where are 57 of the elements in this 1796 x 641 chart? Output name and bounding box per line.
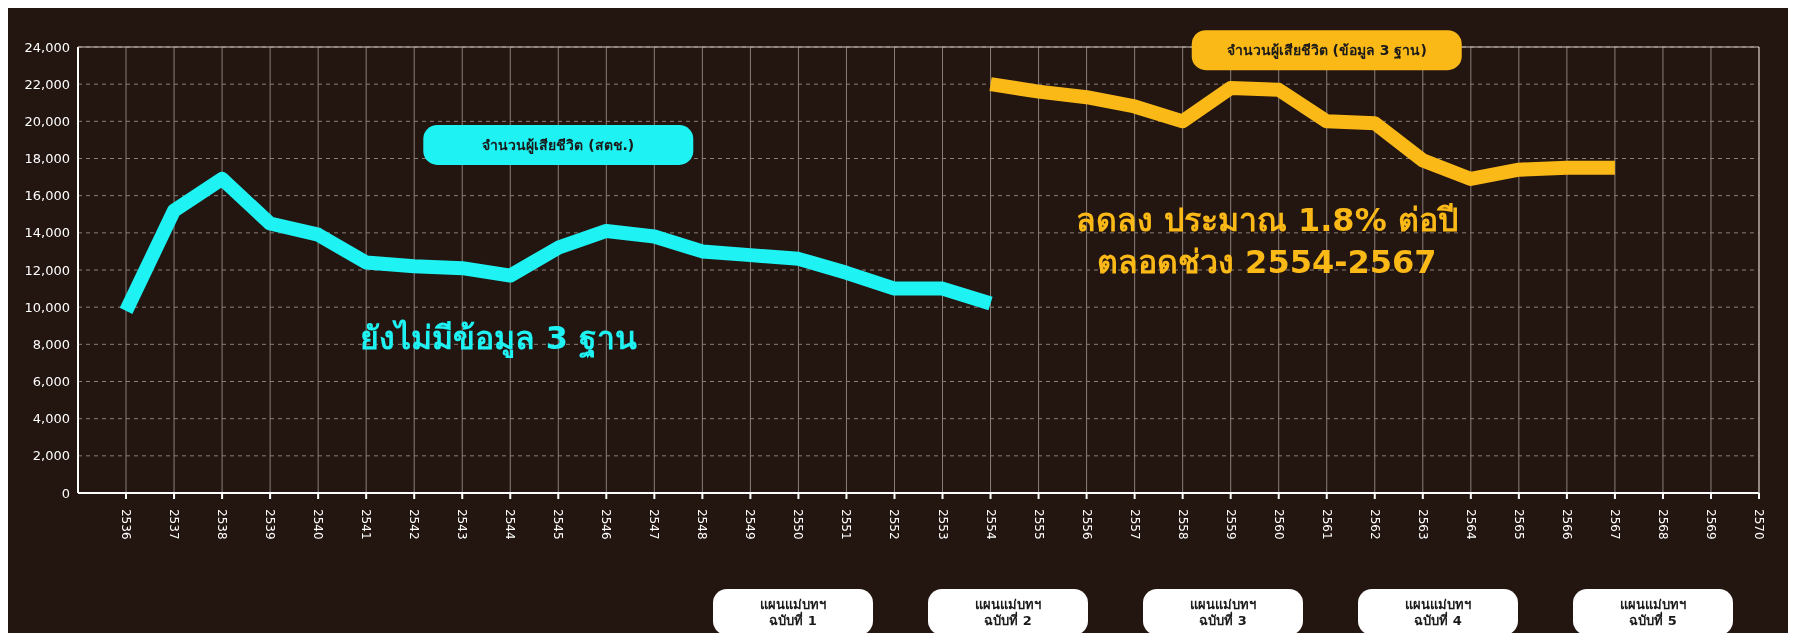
y-tick-label: 12,000 (24, 262, 70, 278)
x-tick-label: 2566 (1559, 509, 1574, 540)
x-tick-label: 2558 (1175, 509, 1190, 540)
x-tick-label: 2543 (455, 509, 470, 540)
y-tick-label: 10,000 (24, 299, 70, 315)
x-tick-label: 2557 (1127, 509, 1142, 540)
x-tick-label: 2559 (1223, 509, 1238, 540)
y-tick-label: 20,000 (24, 113, 70, 129)
x-tick-label: 2570 (1752, 509, 1766, 540)
x-tick-label: 2567 (1607, 509, 1622, 540)
x-tick-label: 2560 (1271, 509, 1286, 540)
x-tick-label: 2549 (743, 509, 758, 540)
y-tick-label: 16,000 (24, 188, 70, 204)
x-tick-label: 2565 (1511, 509, 1526, 540)
annotation: ลดลง ประมาณ 1.8% ต่อปี ตลอดช่วง 2554-2567 (1075, 201, 1458, 282)
x-tick-label: 2564 (1463, 509, 1478, 540)
x-tick-label: 2545 (551, 509, 566, 540)
x-tick-label: 2569 (1703, 509, 1718, 540)
text: แผนแม่บทฯ ฉบับที่ 3 (1190, 596, 1256, 628)
x-tick-label: 2561 (1319, 509, 1334, 540)
y-tick-label: 2,000 (32, 448, 70, 464)
x-tick-label: 2563 (1415, 509, 1430, 540)
x-tick-label: 2537 (167, 509, 182, 540)
x-tick-label: 2547 (647, 509, 662, 540)
x-tick-label: 2541 (359, 509, 374, 540)
x-tick-label: 2540 (311, 509, 326, 540)
text: จำนวนผู้เสียชีวิต (ข้อมูล 3 ฐาน) (1226, 42, 1427, 61)
text: แผนแม่บทฯ ฉบับที่ 2 (975, 596, 1041, 628)
text: แผนแม่บทฯ ฉบับที่ 5 (1620, 596, 1686, 628)
x-tick-label: 2538 (215, 509, 230, 540)
y-tick-label: 4,000 (32, 411, 70, 427)
x-tick-label: 2536 (119, 509, 134, 540)
x-tick-label: 2542 (407, 509, 422, 540)
y-tick-label: 22,000 (24, 76, 70, 92)
x-tick-label: 2555 (1031, 509, 1046, 540)
x-tick-label: 2568 (1655, 509, 1670, 540)
x-tick-label: 2551 (839, 509, 854, 540)
x-tick-label: 2552 (887, 509, 902, 540)
x-tick-label: 2546 (599, 509, 614, 540)
y-tick-label: 18,000 (24, 151, 70, 167)
x-tick-label: 2550 (791, 509, 806, 540)
annotation: ยังไม่มีข้อมูล 3 ฐาน (359, 318, 638, 359)
text: แผนแม่บทฯ ฉบับที่ 4 (1405, 596, 1471, 628)
text: แผนแม่บทฯ ฉบับที่ 1 (760, 596, 826, 628)
x-tick-label: 2548 (695, 509, 710, 540)
x-tick-label: 2556 (1079, 509, 1094, 540)
y-tick-label: 6,000 (32, 374, 70, 390)
x-tick-label: 2562 (1367, 509, 1382, 540)
x-tick-label: 2554 (983, 509, 998, 540)
y-tick-label: 24,000 (24, 39, 70, 55)
y-tick-label: 0 (61, 485, 70, 501)
x-tick-label: 2544 (503, 509, 518, 540)
y-tick-label: 8,000 (32, 336, 70, 352)
text: จำนวนผู้เสียชีวิต (สตช.) (482, 136, 635, 154)
y-tick-label: 14,000 (24, 225, 70, 241)
x-tick-label: 2553 (935, 509, 950, 540)
x-tick-label: 2539 (263, 509, 278, 540)
